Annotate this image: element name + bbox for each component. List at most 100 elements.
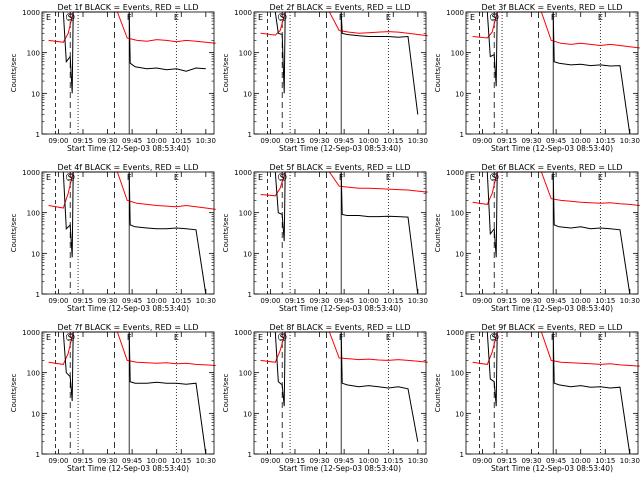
y-tick-label: 1000 — [234, 9, 252, 17]
events-series-line — [274, 11, 419, 115]
x-tick-label: 09:00 — [472, 297, 492, 305]
marker-e: E — [386, 333, 391, 342]
y-tick-label: 1 — [36, 451, 40, 459]
marker-s: S — [280, 13, 285, 22]
x-tick-label: 09:00 — [260, 137, 280, 145]
x-axis-label: Start Time (12-Sep-03 08:53:40) — [279, 304, 401, 313]
y-tick-label: 10 — [455, 410, 464, 418]
marker-f: F — [339, 13, 344, 22]
marker-e: E — [470, 333, 475, 342]
lld-series-line — [260, 11, 428, 37]
y-tick-label: 1 — [36, 131, 40, 139]
y-axis-label: Counts/sec — [222, 54, 230, 93]
y-tick-label: 10 — [243, 90, 252, 98]
y-tick-label: 100 — [451, 370, 464, 378]
x-tick-label: 09:15 — [73, 137, 93, 145]
subplot-7: Det 7f BLACK = Events, RED = LLD 1 10 100 10… — [10, 323, 216, 473]
x-tick-label: 10:15 — [171, 297, 191, 305]
y-tick-label: 1 — [248, 451, 252, 459]
lld-series-line — [472, 331, 640, 367]
plot-frame — [253, 171, 427, 295]
x-tick-label: 09:15 — [285, 297, 305, 305]
events-series-line — [486, 331, 631, 455]
x-tick-label: 10:30 — [620, 137, 640, 145]
x-tick-label: 09:45 — [122, 457, 142, 465]
marker-f: F — [551, 13, 556, 22]
subplot-4: Det 4f BLACK = Events, RED = LLD 1 10 100 10… — [10, 163, 216, 313]
x-tick-label: 10:00 — [571, 137, 591, 145]
subplot-title: Det 4f BLACK = Events, RED = LLD — [57, 163, 198, 172]
x-tick-label: 09:30 — [309, 137, 329, 145]
x-tick-label: 09:30 — [97, 457, 117, 465]
x-tick-label: 10:15 — [171, 457, 191, 465]
marker-e: E — [174, 173, 179, 182]
lld-series-line — [48, 331, 216, 366]
events-series-line — [62, 331, 207, 455]
plot-frame — [41, 11, 215, 135]
x-tick-label: 10:30 — [408, 457, 428, 465]
lld-series-line — [260, 331, 428, 363]
y-tick-label: 1000 — [234, 169, 252, 177]
y-tick-label: 100 — [27, 210, 40, 218]
lld-series-line — [472, 171, 640, 206]
marker-s: S — [68, 173, 73, 182]
x-tick-label: 10:00 — [147, 457, 167, 465]
y-tick-label: 1000 — [446, 169, 464, 177]
marker-e: E — [470, 173, 475, 182]
y-tick-label: 10 — [455, 250, 464, 258]
y-tick-label: 100 — [27, 370, 40, 378]
y-tick-label: 100 — [239, 50, 252, 58]
x-axis-label: Start Time (12-Sep-03 08:53:40) — [67, 304, 189, 313]
x-tick-label: 09:30 — [309, 297, 329, 305]
y-tick-label: 100 — [451, 50, 464, 58]
events-series-line — [274, 171, 419, 295]
x-tick-label: 09:15 — [497, 457, 517, 465]
lld-series-line — [48, 11, 216, 44]
x-tick-label: 10:15 — [595, 137, 615, 145]
marker-e: E — [46, 13, 51, 22]
y-tick-label: 1 — [248, 131, 252, 139]
marker-s-circle — [489, 12, 499, 22]
y-tick-label: 10 — [31, 90, 40, 98]
subplot-title: Det 8f BLACK = Events, RED = LLD — [269, 323, 410, 332]
y-tick-label: 10 — [455, 90, 464, 98]
plot-frame — [41, 331, 215, 455]
x-tick-label: 10:00 — [359, 137, 379, 145]
marker-s: S — [68, 13, 73, 22]
subplot-3: Det 3f BLACK = Events, RED = LLD 1 10 100 10… — [434, 3, 640, 153]
marker-s: S — [280, 333, 285, 342]
y-tick-label: 1000 — [22, 169, 40, 177]
subplot-title: Det 1f BLACK = Events, RED = LLD — [57, 3, 198, 12]
marker-f: F — [339, 173, 344, 182]
marker-f: F — [551, 333, 556, 342]
x-tick-label: 09:15 — [497, 137, 517, 145]
y-axis-label: Counts/sec — [222, 214, 230, 253]
x-axis-label: Start Time (12-Sep-03 08:53:40) — [491, 304, 613, 313]
marker-f: F — [551, 173, 556, 182]
events-series-line — [486, 11, 631, 135]
x-tick-label: 10:15 — [383, 297, 403, 305]
plot-frame — [465, 171, 639, 295]
x-tick-label: 10:30 — [196, 297, 216, 305]
y-tick-label: 1000 — [22, 9, 40, 17]
x-tick-label: 10:00 — [359, 457, 379, 465]
marker-s-circle — [277, 172, 287, 182]
x-tick-label: 09:15 — [73, 457, 93, 465]
marker-s: S — [492, 13, 497, 22]
y-tick-label: 100 — [451, 210, 464, 218]
subplot-title: Det 7f BLACK = Events, RED = LLD — [57, 323, 198, 332]
x-axis-label: Start Time (12-Sep-03 08:53:40) — [67, 464, 189, 473]
y-tick-label: 1 — [460, 131, 464, 139]
marker-e: E — [46, 173, 51, 182]
y-tick-label: 10 — [31, 410, 40, 418]
y-tick-label: 1000 — [22, 329, 40, 337]
x-tick-label: 10:00 — [147, 297, 167, 305]
subplot-2: Det 2f BLACK = Events, RED = LLD 1 10 100 10… — [222, 3, 428, 153]
marker-e: E — [46, 333, 51, 342]
events-series-line — [62, 11, 206, 94]
x-tick-label: 10:00 — [571, 297, 591, 305]
x-tick-label: 09:30 — [309, 457, 329, 465]
y-tick-label: 10 — [31, 250, 40, 258]
x-tick-label: 09:30 — [521, 137, 541, 145]
